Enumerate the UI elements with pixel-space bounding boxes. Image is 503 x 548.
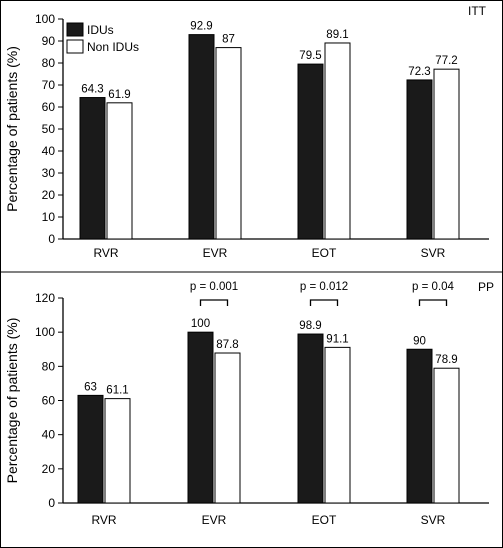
bar-idus — [297, 333, 324, 504]
y-axis-label: Percentage of patients (%) — [4, 46, 20, 212]
y-tick-label: 40 — [42, 428, 56, 442]
data-label: 91.1 — [326, 333, 348, 345]
y-tick-label: 0 — [48, 232, 55, 246]
bar-non-idus — [214, 352, 241, 504]
p-value-label: p = 0.001 — [190, 281, 238, 293]
y-tick-label: 120 — [35, 291, 55, 305]
x-tick-label: RVR — [91, 513, 116, 527]
x-tick-label: EVR — [203, 246, 228, 260]
data-label: 98.9 — [299, 320, 321, 332]
bar-non-idus — [433, 68, 460, 240]
chart-panel-1: 0 10 20 30 40 50 60 70 80 90 100 Percentage of pati… — [4, 4, 489, 260]
panel-tag: ITT — [468, 4, 487, 18]
data-label: 89.1 — [326, 29, 348, 41]
y-tick-label: 10 — [42, 210, 56, 224]
bar-idus — [406, 79, 433, 240]
y-tick-label: 30 — [42, 166, 56, 180]
legend-label: IDUs — [87, 23, 114, 37]
data-label: 61.1 — [106, 385, 128, 397]
p-value-label: p = 0.012 — [300, 281, 348, 293]
legend-swatch-non-idus — [66, 39, 84, 54]
y-tick-label: 100 — [35, 325, 55, 339]
data-label: 72.3 — [408, 66, 430, 78]
y-tick-label: 80 — [42, 56, 56, 70]
bar-idus — [77, 394, 104, 504]
y-tick-label: 60 — [42, 394, 56, 408]
data-label: 87 — [222, 34, 235, 46]
y-tick-label: 0 — [48, 496, 55, 510]
legend-swatch-idus — [66, 22, 84, 37]
y-tick-label: 40 — [42, 144, 56, 158]
data-label: 77.2 — [435, 55, 457, 67]
data-label: 100 — [191, 318, 210, 330]
data-label: 90 — [413, 335, 426, 347]
y-tick-label: 20 — [42, 188, 56, 202]
data-label: 79.5 — [299, 50, 321, 62]
bar-non-idus — [104, 398, 131, 504]
bar-non-idus — [215, 47, 242, 240]
significance-bracket — [418, 299, 448, 306]
x-tick-label: SVR — [421, 513, 446, 527]
x-tick-label: EOT — [312, 513, 337, 527]
y-tick-label: 50 — [42, 122, 56, 136]
x-tick-label: SVR — [421, 246, 446, 260]
y-tick-label: 20 — [42, 462, 56, 476]
data-label: 64.3 — [81, 84, 103, 96]
y-tick-label: 90 — [42, 34, 56, 48]
data-label: 87.8 — [216, 339, 238, 351]
y-tick-label: 60 — [42, 100, 56, 114]
significance-bracket — [199, 299, 229, 306]
data-label: 63 — [84, 381, 97, 393]
x-tick-label: RVR — [93, 246, 118, 260]
legend-label: Non IDUs — [87, 40, 139, 54]
data-label: 78.9 — [435, 354, 457, 366]
bar-idus — [187, 331, 214, 504]
bar-non-idus — [324, 42, 351, 240]
y-tick-label: 100 — [35, 12, 55, 26]
significance-bracket — [309, 299, 339, 306]
y-tick-label: 70 — [42, 78, 56, 92]
bar-non-idus — [106, 102, 133, 240]
p-value-label: p = 0.04 — [412, 281, 454, 293]
bar-idus — [79, 97, 106, 240]
panel-tag: PP — [478, 280, 494, 294]
data-label: 61.9 — [108, 89, 130, 101]
bar-idus — [297, 63, 324, 240]
legend: IDUs Non IDUs — [66, 22, 139, 54]
y-tick-label: 80 — [42, 359, 56, 373]
chart-panel-2: 0 20 40 60 80 100 120 Percentage of patients (%… — [4, 280, 494, 527]
bar-non-idus — [324, 346, 351, 504]
bar-idus — [188, 34, 215, 240]
x-tick-label: EVR — [202, 513, 227, 527]
bar-idus — [406, 348, 433, 504]
data-label: 92.9 — [190, 21, 212, 33]
x-tick-label: EOT — [312, 246, 337, 260]
y-axis-label: Percentage of patients (%) — [4, 318, 20, 484]
bar-non-idus — [433, 367, 460, 504]
